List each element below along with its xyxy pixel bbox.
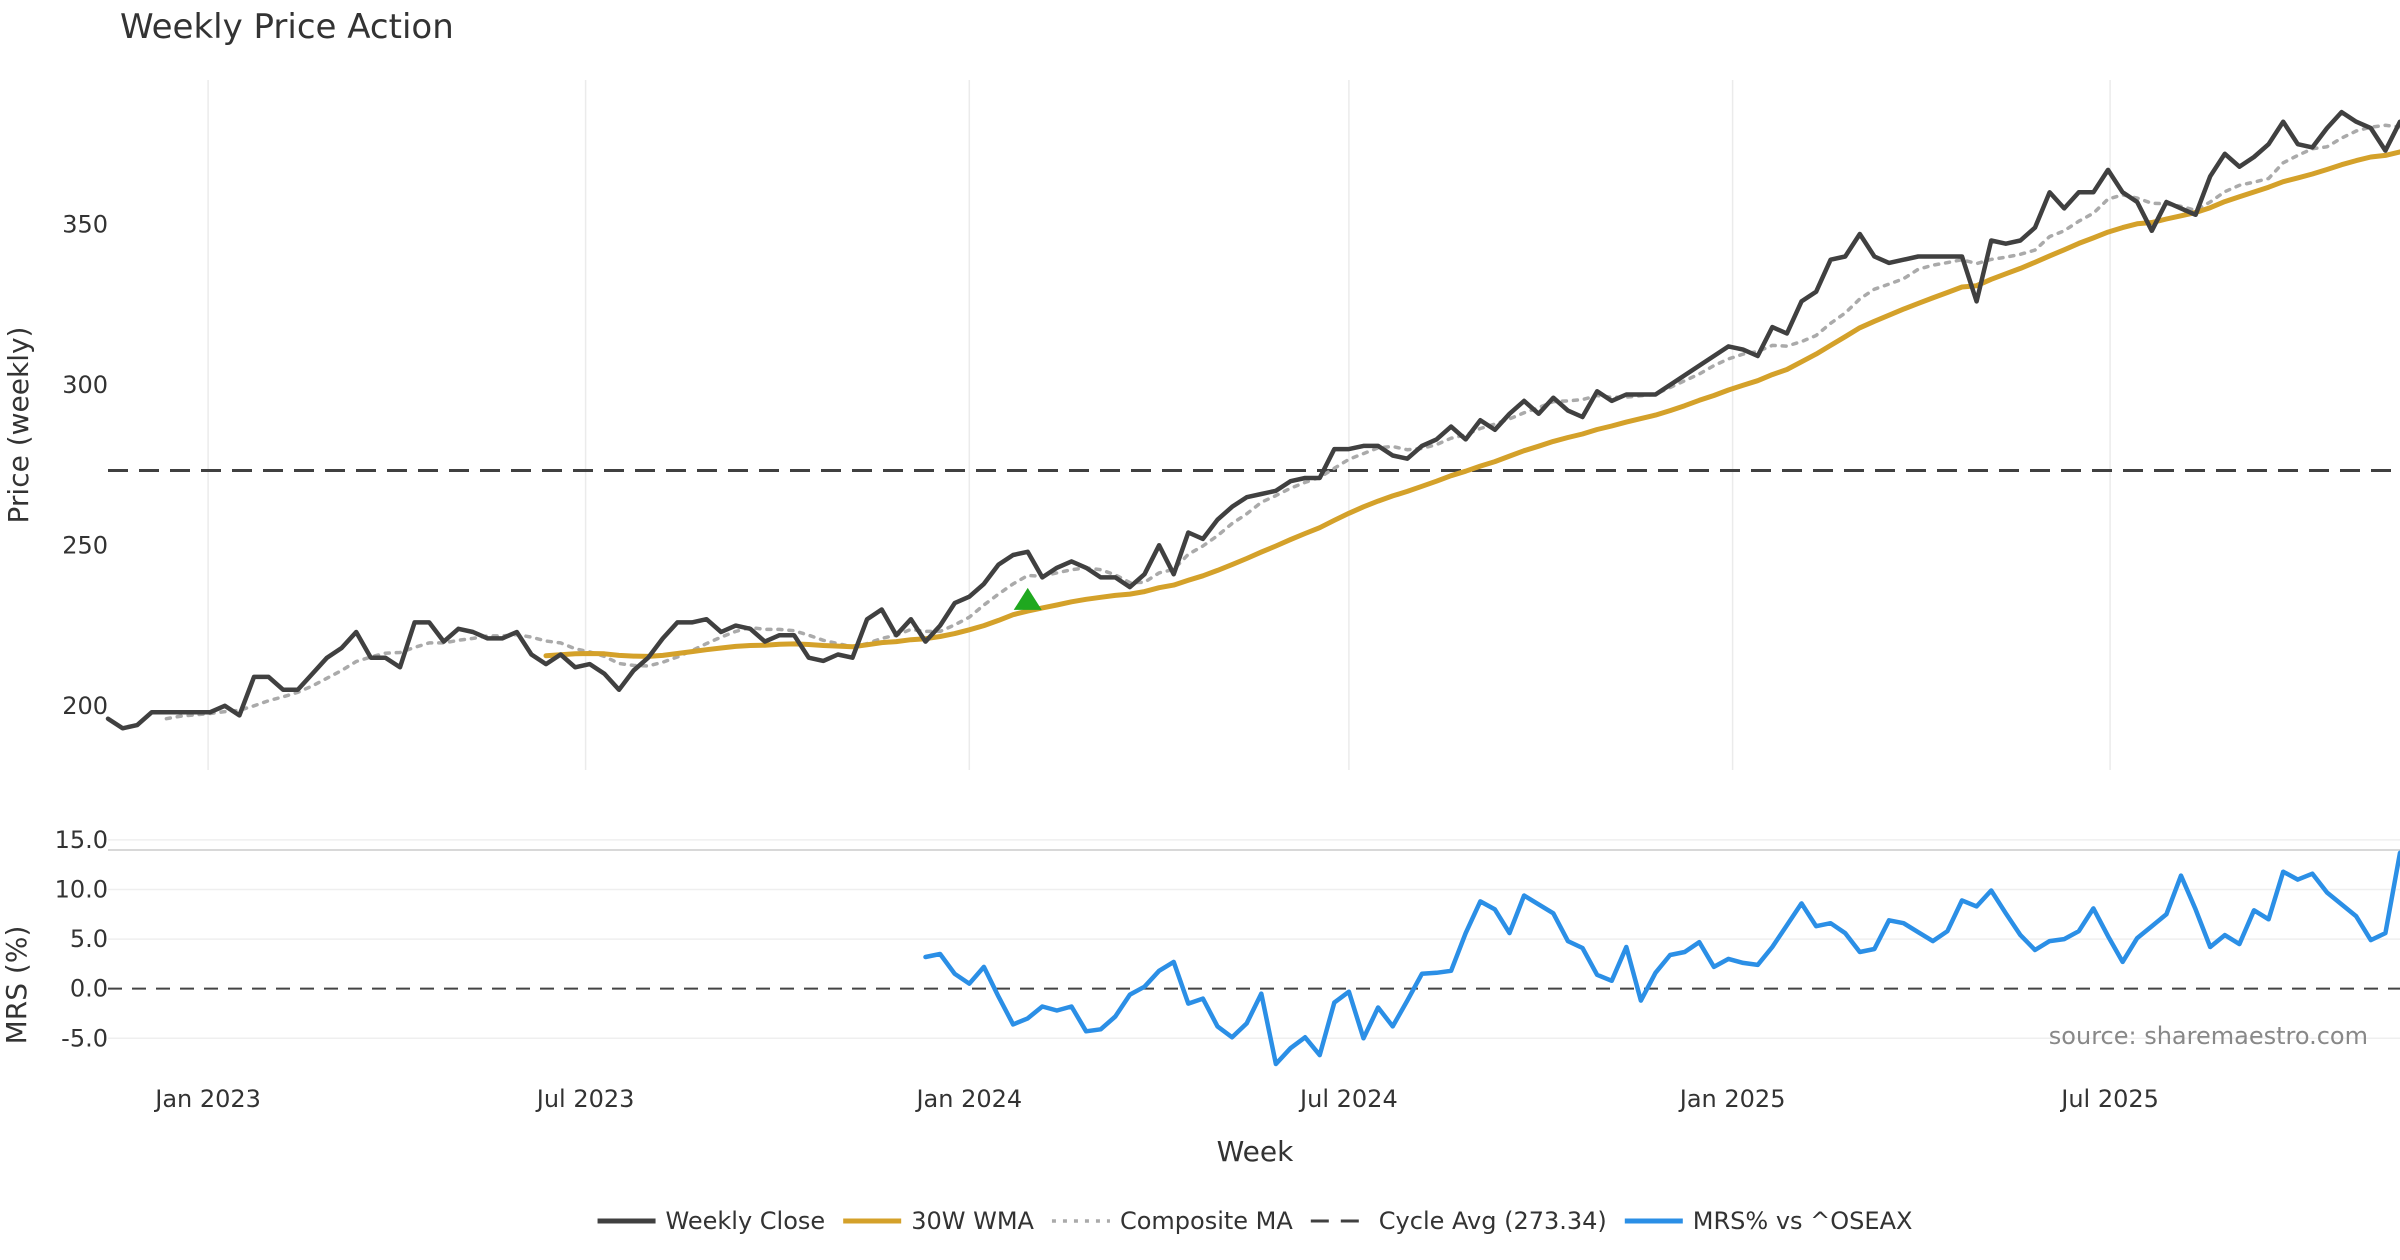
- legend-label: Weekly Close: [666, 1207, 826, 1235]
- price-y-ticks: 200 250 300 350: [62, 210, 108, 719]
- legend-label: 30W WMA: [911, 1207, 1034, 1235]
- price-y-tick-label: 200: [62, 692, 108, 720]
- legend-item-mrs-vs-oseax: MRS% vs ^OSEAX: [1624, 1207, 1913, 1235]
- legend-label: MRS% vs ^OSEAX: [1693, 1207, 1913, 1235]
- legend-item-composite-ma: Composite MA: [1051, 1207, 1293, 1235]
- signal-marker-triangle: [1013, 587, 1042, 610]
- price-series-lines: [105, 109, 2400, 731]
- x-tick-label: Jan 2023: [153, 1085, 261, 1113]
- mrs-series-lines: [923, 850, 2400, 1067]
- mrs-panel: MRS (%) 15.0 10.0 5.0 0.0 -5.0 source: share…: [0, 826, 2400, 1067]
- mrs-y-tick-label: 15.0: [55, 826, 108, 854]
- price-x-gridlines: [207, 80, 2111, 770]
- x-axis-ticks: Jan 2023 Jul 2023 Jan 2024 Jul 2024 Jan 2025…: [153, 1085, 2159, 1113]
- legend-item-cycle-avg-273-34: Cycle Avg (273.34): [1310, 1207, 1607, 1235]
- x-tick-label: Jul 2025: [2059, 1085, 2159, 1113]
- series-mrs-vs-oseax-line: [923, 850, 2400, 1067]
- price-y-axis-label: Price (weekly): [2, 327, 35, 524]
- x-tick-label: Jan 2024: [914, 1085, 1022, 1113]
- series-weekly-close-line: [105, 109, 2400, 731]
- price-y-tick-label: 300: [62, 371, 108, 399]
- legend-item-weekly-close: Weekly Close: [597, 1207, 826, 1235]
- x-tick-label: Jan 2025: [1678, 1085, 1786, 1113]
- price-y-tick-label: 350: [62, 210, 108, 238]
- series-composite-ma-line: [164, 123, 2400, 721]
- price-panel: Weekly Price Action Price (weekly) 200 25…: [2, 7, 2400, 770]
- source-annotation: source: sharemaestro.com: [2049, 1022, 2368, 1050]
- legend-item-30w-wma: 30W WMA: [843, 1207, 1035, 1235]
- x-axis-label: Week: [1217, 1135, 1294, 1168]
- mrs-y-tick-label: 0.0: [70, 975, 108, 1003]
- mrs-y-tick-label: 5.0: [70, 925, 108, 953]
- legend: Weekly Close 30W WMA Composite MA Cycle Avg…: [597, 1207, 1913, 1235]
- legend-label: Composite MA: [1120, 1207, 1293, 1235]
- price-chart-title: Weekly Price Action: [120, 7, 454, 47]
- mrs-y-gridlines: 15.0 10.0 5.0 0.0 -5.0: [55, 826, 2400, 1052]
- price-y-tick-label: 250: [62, 531, 108, 559]
- legend-label: Cycle Avg (273.34): [1379, 1207, 1607, 1235]
- x-tick-label: Jul 2023: [535, 1085, 635, 1113]
- mrs-y-axis-label: MRS (%): [0, 926, 33, 1045]
- mrs-y-tick-label: 10.0: [55, 876, 108, 904]
- mrs-y-tick-label: -5.0: [61, 1024, 108, 1052]
- x-tick-label: Jul 2024: [1298, 1085, 1398, 1113]
